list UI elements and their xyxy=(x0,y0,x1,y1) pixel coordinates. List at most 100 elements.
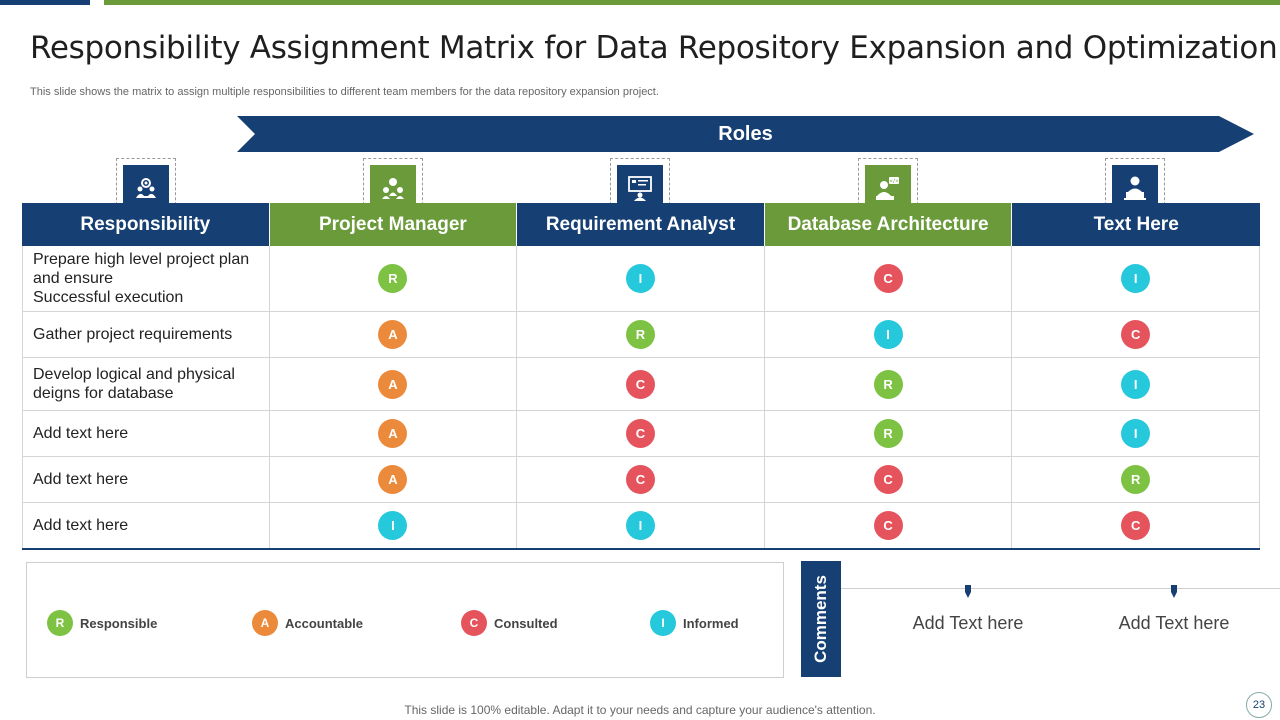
raci-badge: I xyxy=(378,511,408,540)
raci-badge: C xyxy=(873,264,903,293)
raci-badge: C xyxy=(1121,511,1151,540)
page-number: 23 xyxy=(1246,692,1272,718)
raci-badge: I xyxy=(873,320,903,349)
raci-badge: C xyxy=(625,369,655,399)
raci-badge: A xyxy=(378,419,408,448)
assignment-cell: A xyxy=(270,411,518,456)
table-row: Gather project requirements A R I C xyxy=(22,312,1260,358)
assignment-cell: A xyxy=(270,358,518,410)
responsibility-text-line: Add text here xyxy=(33,425,129,442)
assignment-cell: A xyxy=(270,457,518,502)
assignment-cell: C xyxy=(765,457,1013,502)
header-text-here: Text Here xyxy=(1012,203,1260,246)
top-accent-bar-green xyxy=(104,0,1280,5)
assignment-cell: I xyxy=(765,312,1013,357)
table-row: Add text here A C C R xyxy=(22,457,1260,503)
comments-tab xyxy=(801,561,841,677)
roles-label: Roles xyxy=(718,123,773,145)
raci-badge: C xyxy=(1121,320,1151,349)
table-row: Develop logical and physical deigns for d… xyxy=(22,358,1260,411)
slide-title: Responsibility Assignment Matrix for Dat… xyxy=(30,30,1278,66)
raci-badge: C xyxy=(625,419,655,448)
assignment-cell: C xyxy=(517,457,765,502)
raci-badge: C xyxy=(625,465,655,494)
matrix-body: Prepare high level project plan and ensur… xyxy=(22,246,1260,549)
responsibility-text-line: Add text here xyxy=(33,471,129,488)
legend-item-responsible: R Responsible xyxy=(47,610,157,636)
matrix-bottom-border xyxy=(22,548,1260,550)
responsibility-cell: Prepare high level project plan and ensur… xyxy=(22,246,270,311)
legend-label: Consulted xyxy=(494,615,558,631)
assignment-cell: C xyxy=(517,358,765,410)
legend-badge: R xyxy=(47,610,73,636)
comment-text-2: Add Text here xyxy=(1118,613,1230,633)
legend: R Responsible A Accountable C Consulted I Infor… xyxy=(26,562,784,678)
responsibility-text-line: and ensure xyxy=(33,270,114,287)
assignment-cell: R xyxy=(765,411,1013,456)
assignment-cell: I xyxy=(517,246,765,311)
footer-note: This slide is 100% editable. Adapt it to… xyxy=(404,703,876,717)
assignment-cell: R xyxy=(1012,457,1260,502)
assignment-cell: A xyxy=(270,312,518,357)
assignment-cell: C xyxy=(765,503,1013,548)
assignment-cell: I xyxy=(1012,246,1260,311)
responsibility-cell: Develop logical and physical deigns for d… xyxy=(22,358,270,410)
top-accent-bar-blue xyxy=(0,0,90,5)
pin-marker-icon xyxy=(965,585,971,598)
responsibility-text-line: Develop logical and physical xyxy=(33,366,235,383)
svg-text:</>: </> xyxy=(889,179,898,185)
responsibility-cell: Gather project requirements xyxy=(22,312,270,357)
matrix-header-row: Responsibility Project Manager Requirement… xyxy=(22,203,1260,246)
assignment-cell: C xyxy=(1012,503,1260,548)
legend-label: Responsible xyxy=(80,615,158,631)
assignment-cell: I xyxy=(517,503,765,548)
assignment-cell: R xyxy=(517,312,765,357)
responsibility-text-line: Gather project requirements xyxy=(33,326,233,343)
raci-badge: C xyxy=(873,465,903,494)
raci-badge: R xyxy=(873,369,903,399)
raci-badge: I xyxy=(625,264,655,293)
header-project-manager: Project Manager xyxy=(269,203,518,246)
raci-matrix: Responsibility Project Manager Requirement… xyxy=(22,203,1260,549)
raci-badge: I xyxy=(1121,419,1151,448)
raci-badge: R xyxy=(873,419,903,448)
responsibility-text-line: Successful execution xyxy=(33,289,184,306)
legend-badge: C xyxy=(461,610,487,636)
legend-label: Accountable xyxy=(285,615,364,631)
comments-label: Comments xyxy=(811,575,830,663)
header-database-architecture: Database Architecture xyxy=(764,203,1013,246)
legend-item-informed: I Informed xyxy=(650,610,739,636)
table-row: Prepare high level project plan and ensur… xyxy=(22,246,1260,312)
raci-badge: A xyxy=(378,465,408,494)
raci-badge: R xyxy=(625,320,655,349)
header-requirement-analyst: Requirement Analyst xyxy=(517,203,765,246)
roles-banner: Roles xyxy=(237,116,1254,152)
responsibility-text-line: Add text here xyxy=(33,517,129,534)
assignment-cell: C xyxy=(1012,312,1260,357)
legend-badge: A xyxy=(252,610,278,636)
table-row: Add text here I I C C xyxy=(22,503,1260,549)
raci-badge: A xyxy=(378,369,408,399)
responsibility-cell: Add text here xyxy=(22,411,270,456)
assignment-cell: R xyxy=(765,358,1013,410)
comments-divider xyxy=(841,588,1280,589)
raci-badge: A xyxy=(378,320,408,349)
legend-label: Informed xyxy=(683,615,739,631)
assignment-cell: I xyxy=(1012,411,1260,456)
raci-badge: R xyxy=(1121,465,1151,494)
responsibility-cell: Add text here xyxy=(22,503,270,548)
raci-badge: I xyxy=(625,511,655,540)
raci-badge: C xyxy=(873,511,903,540)
raci-badge: I xyxy=(1121,264,1151,293)
assignment-cell: C xyxy=(765,246,1013,311)
header-responsibility: Responsibility xyxy=(22,203,270,246)
responsibility-cell: Add text here xyxy=(22,457,270,502)
legend-item-consulted: C Consulted xyxy=(461,610,558,636)
slide-subtitle: This slide shows the matrix to assign mu… xyxy=(30,86,659,98)
raci-badge: I xyxy=(1121,369,1151,399)
table-row: Add text here A C R I xyxy=(22,411,1260,457)
assignment-cell: C xyxy=(517,411,765,456)
responsibility-text-line: deigns for database xyxy=(33,385,174,402)
legend-badge: I xyxy=(650,610,676,636)
responsibility-text-line: Prepare high level project plan xyxy=(33,251,250,268)
